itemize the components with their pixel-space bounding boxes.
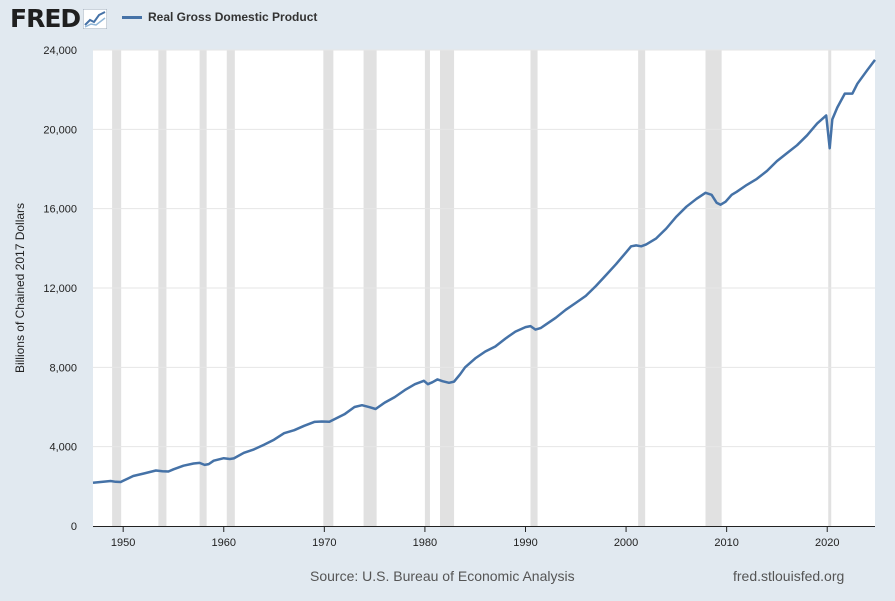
y-tick-label: 0 <box>71 521 77 533</box>
x-tick-label: 2000 <box>614 537 638 549</box>
y-axis-title: Billions of Chained 2017 Dollars <box>13 203 27 373</box>
fred-logo[interactable]: FRED <box>10 4 108 34</box>
x-tick-label: 2020 <box>815 537 839 549</box>
x-tick-label: 1990 <box>513 537 537 549</box>
y-axis: 0 4,000 8,000 12,000 16,000 20,000 24,000 <box>43 45 77 533</box>
x-tick-label: 1980 <box>413 537 437 549</box>
x-tick-label: 1950 <box>111 537 135 549</box>
y-tick-label: 4,000 <box>49 442 77 454</box>
logo-text: FRED <box>10 4 81 33</box>
legend[interactable]: Real Gross Domestic Product <box>122 10 317 24</box>
x-tick-label: 1960 <box>212 537 236 549</box>
series-line-gdp <box>92 59 876 485</box>
line-chart-icon <box>83 9 108 29</box>
y-tick-label: 8,000 <box>49 362 77 374</box>
x-tick-label: 2010 <box>714 537 738 549</box>
legend-label: Real Gross Domestic Product <box>148 10 318 24</box>
y-tick-label: 12,000 <box>43 283 77 295</box>
grid-lines <box>93 49 875 527</box>
source-note: Source: U.S. Bureau of Economic Analysis <box>310 568 575 584</box>
y-tick-label: 20,000 <box>43 124 77 136</box>
site-credit[interactable]: fred.stlouisfed.org <box>733 568 845 584</box>
y-tick-label: 16,000 <box>43 204 77 216</box>
x-axis: 1950 1960 1970 1980 1990 2000 2010 2020 <box>111 526 839 549</box>
y-tick-label: 24,000 <box>43 45 77 57</box>
legend-swatch <box>122 15 142 19</box>
x-tick-label: 1970 <box>312 537 336 549</box>
